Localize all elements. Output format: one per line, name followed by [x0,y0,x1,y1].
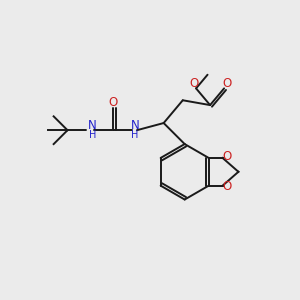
Text: O: O [222,77,232,90]
Text: N: N [88,119,97,132]
Text: H: H [131,130,139,140]
Text: O: O [222,150,231,164]
Text: H: H [88,130,96,140]
Text: O: O [222,180,231,193]
Text: N: N [130,119,139,132]
Text: O: O [190,77,199,90]
Text: O: O [109,96,118,109]
